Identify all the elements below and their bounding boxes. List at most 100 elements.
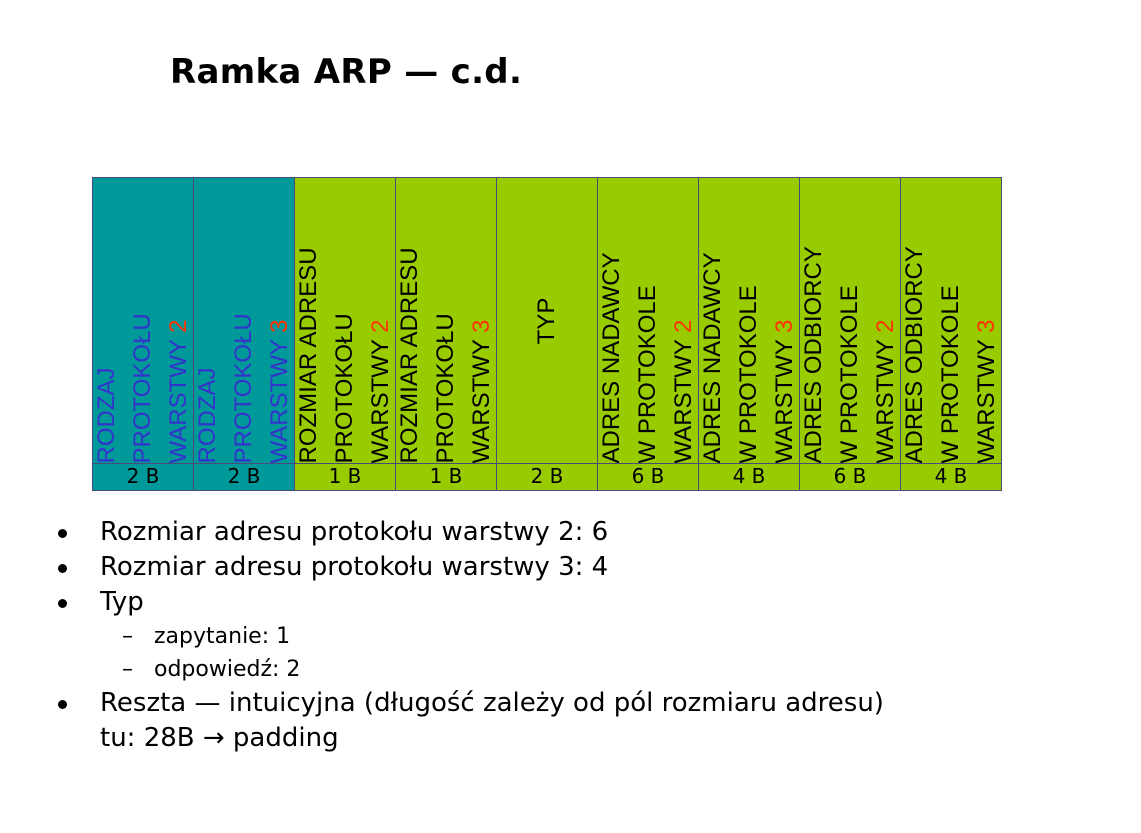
frame-field-label-text: RODZAJ [194,367,221,463]
frame-field-label-line: RODZAJ [93,178,125,463]
frame-field-label-line: WARSTWY 2 [161,178,193,463]
frame-field-label-text: ADRES ODBIORCY [901,245,928,463]
frame-field-label-line: WARSTWY 2 [363,178,395,463]
frame-field-label-text: WARSTWY [973,332,1000,463]
layer-number: 2 [670,318,697,333]
bullet-list: Rozmiar adresu protokołu warstwy 2: 6 Ro… [56,515,1136,756]
frame-field-label-line: WARSTWY 3 [767,178,799,463]
frame-field-label: ADRES ODBIORCY W PROTOKOLE WARSTWY 3 [901,178,1001,463]
frame-field-label-area: ADRES NADAWCY W PROTOKOLE WARSTWY 2 [598,178,698,464]
frame-field-label-text: PROTOKOŁU [432,312,459,463]
frame-field-label: ROZMIAR ADRESU PROTOKOŁU WARSTWY 3 [396,178,496,463]
frame-field-label-line: TYP [529,178,565,463]
frame-field-label-text: ADRES NADAWCY [598,251,625,463]
sub-bullet-item: odpowiedź: 2 [56,653,1136,686]
bullet-item: Reszta — intuicyjna (długość zależy od p… [56,686,1136,756]
frame-field-size: 2 B [126,464,160,488]
frame-field-size: 1 B [429,464,463,488]
frame-field-label: RODZAJ PROTOKOŁU WARSTWY 3 [194,178,294,463]
frame-field-label: TYP [529,178,565,463]
frame-field-label-line: WARSTWY 3 [262,178,294,463]
bullet-item-line: tu: 28B → padding [100,723,339,753]
frame-field-label-line: ADRES ODBIORCY [901,178,933,463]
frame-field-label-line: W PROTOKOLE [630,178,666,463]
sub-bullet-item: zapytanie: 1 [56,620,1136,653]
frame-field-label-line: PROTOKOŁU [327,178,363,463]
frame-field-label: ROZMIAR ADRESU PROTOKOŁU WARSTWY 2 [295,178,395,463]
frame-field: TYP 2 B [497,177,598,491]
frame-field-label-text: WARSTWY [670,332,697,463]
frame-field-label-area: ROZMIAR ADRESU PROTOKOŁU WARSTWY 3 [396,178,496,464]
frame-field-size: 6 B [631,464,665,488]
frame-field-label: ADRES NADAWCY W PROTOKOLE WARSTWY 3 [699,178,799,463]
frame-field-label-line: ADRES NADAWCY [598,178,630,463]
frame-field-label-line: W PROTOKOLE [832,178,868,463]
frame-field-label-text: WARSTWY [872,332,899,463]
frame-field-size: 4 B [732,464,766,488]
frame-field-label-line: WARSTWY 3 [464,178,496,463]
frame-field-size: 1 B [328,464,362,488]
slide-title: Ramka ARP — c.d. [170,52,523,92]
frame-field-size: 6 B [833,464,867,488]
bullet-item: Rozmiar adresu protokołu warstwy 3: 4 [56,550,1136,585]
frame-field-label-line: ADRES NADAWCY [699,178,731,463]
frame-field-label-text: WARSTWY [367,332,394,463]
frame-field-label-area: RODZAJ PROTOKOŁU WARSTWY 3 [194,178,294,464]
frame-field-label-line: WARSTWY 3 [969,178,1001,463]
frame-field-label-area: ADRES NADAWCY W PROTOKOLE WARSTWY 3 [699,178,799,464]
frame-field-label-line: PROTOKOŁU [125,178,161,463]
frame-field-label-text: PROTOKOŁU [129,312,156,463]
frame-field-label-line: ROZMIAR ADRESU [295,178,327,463]
frame-field-label-line: ADRES ODBIORCY [800,178,832,463]
bullet-item: Typ [56,585,1136,620]
frame-field-label-area: RODZAJ PROTOKOŁU WARSTWY 2 [93,178,193,464]
frame-field-label-line: WARSTWY 2 [666,178,698,463]
frame-field-size: 2 B [227,464,261,488]
layer-number: 2 [367,318,394,333]
layer-number: 3 [266,318,293,333]
frame-field-label-text: WARSTWY [165,332,192,463]
frame-field-label: ADRES NADAWCY W PROTOKOLE WARSTWY 2 [598,178,698,463]
frame-field-label: RODZAJ PROTOKOŁU WARSTWY 2 [93,178,193,463]
frame-field-label: ADRES ODBIORCY W PROTOKOLE WARSTWY 2 [800,178,900,463]
bullet-item: Rozmiar adresu protokołu warstwy 2: 6 [56,515,1136,550]
frame-field-label-text: W PROTOKOLE [937,284,964,463]
frame-field-label-text: W PROTOKOLE [634,284,661,463]
frame-field-label-area: ADRES ODBIORCY W PROTOKOLE WARSTWY 3 [901,178,1001,464]
layer-number: 2 [872,318,899,333]
frame-field-label-line: PROTOKOŁU [226,178,262,463]
frame-field-label-line: W PROTOKOLE [933,178,969,463]
layer-number: 3 [771,318,798,333]
frame-field-label-area: ADRES ODBIORCY W PROTOKOLE WARSTWY 2 [800,178,900,464]
frame-field-label-text: W PROTOKOLE [735,284,762,463]
frame-field-label-line: WARSTWY 2 [868,178,900,463]
frame-field-label-text: WARSTWY [266,332,293,463]
frame-field-size: 4 B [934,464,968,488]
frame-field-label-line: ROZMIAR ADRESU [396,178,428,463]
frame-field-label-text: PROTOKOŁU [331,312,358,463]
layer-number: 3 [973,318,1000,333]
frame-field-label-text: PROTOKOŁU [230,312,257,463]
frame-field-label-line: RODZAJ [194,178,226,463]
frame-field-label-text: ADRES NADAWCY [699,251,726,463]
frame-field-label-area: ROZMIAR ADRESU PROTOKOŁU WARSTWY 2 [295,178,395,464]
layer-number: 3 [468,318,495,333]
frame-field-label-line: PROTOKOŁU [428,178,464,463]
frame-field-label-text: WARSTWY [771,332,798,463]
frame-field-label-text: ADRES ODBIORCY [800,245,827,463]
frame-field-label-area: TYP [497,178,597,464]
bullet-item-line: Reszta — intuicyjna (długość zależy od p… [100,688,884,718]
frame-field-label-text: RODZAJ [93,367,120,463]
frame-field-label-text: W PROTOKOLE [836,284,863,463]
frame-field-label-text: TYP [533,297,560,344]
frame-field-size: 2 B [530,464,564,488]
frame-field-label-text: ROZMIAR ADRESU [295,246,322,463]
